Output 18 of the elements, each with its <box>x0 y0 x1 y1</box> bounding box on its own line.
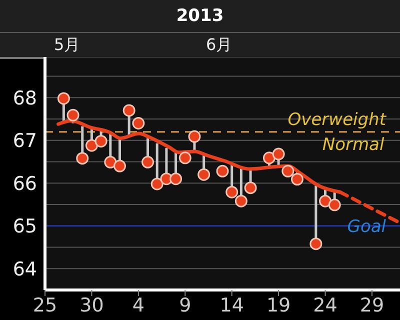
x-tick-label: 29 <box>360 294 384 316</box>
x-tick-label: 30 <box>80 294 104 316</box>
text: 5月 <box>54 35 80 56</box>
annotation: Normal <box>322 134 384 155</box>
x-tick-label: 25 <box>32 294 58 316</box>
y-tick-label: 66 <box>12 172 37 195</box>
ref-line-label: Overweight <box>288 110 388 130</box>
y-tick-label: 67 <box>12 130 37 152</box>
x-tick-label: 9 <box>179 294 192 316</box>
x-tick-label: 19 <box>266 294 291 316</box>
text: 6月 <box>206 35 232 56</box>
x-tick-label: 4 <box>132 294 144 316</box>
y-tick-label: 65 <box>12 216 37 238</box>
x-tick-label: 14 <box>220 294 244 316</box>
y-tick-label: 68 <box>12 87 37 110</box>
chart-title: 2013 <box>0 0 400 33</box>
x-tick-label: 24 <box>313 294 338 316</box>
y-tick-label: 64 <box>12 258 37 280</box>
